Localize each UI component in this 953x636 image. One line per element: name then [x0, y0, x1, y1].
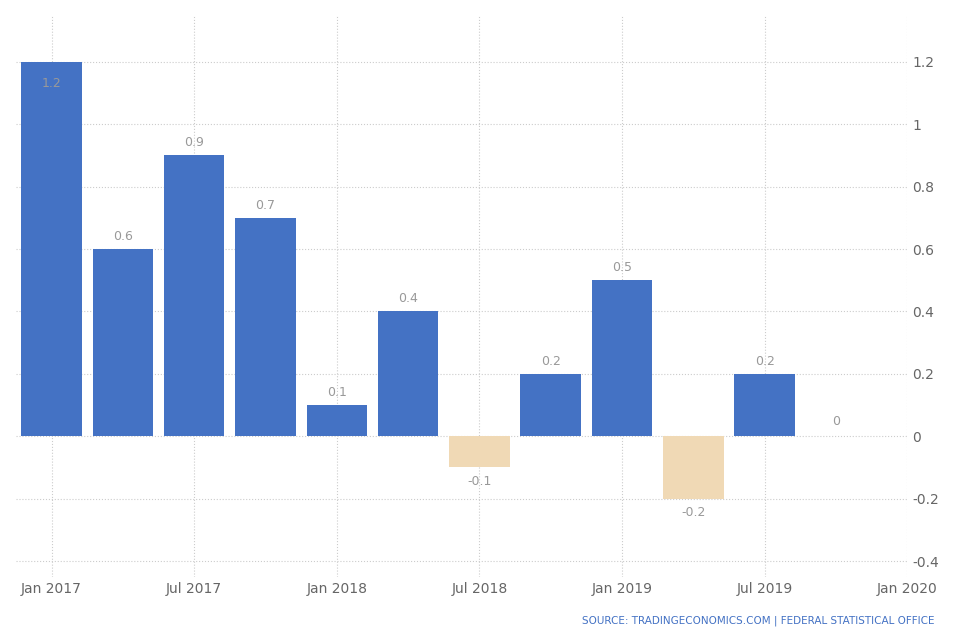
Text: 0.1: 0.1 — [327, 386, 346, 399]
Text: 1.2: 1.2 — [42, 78, 61, 90]
Text: SOURCE: TRADINGECONOMICS.COM | FEDERAL STATISTICAL OFFICE: SOURCE: TRADINGECONOMICS.COM | FEDERAL S… — [582, 616, 934, 626]
Bar — [377, 312, 438, 436]
Text: 0.7: 0.7 — [255, 198, 275, 212]
Bar — [235, 218, 295, 436]
Text: 0.2: 0.2 — [754, 355, 774, 368]
Text: 0.5: 0.5 — [612, 261, 632, 274]
Text: 0: 0 — [831, 415, 840, 429]
Text: -0.1: -0.1 — [467, 475, 491, 488]
Text: 0.9: 0.9 — [184, 136, 204, 149]
Bar — [449, 436, 509, 467]
Bar — [306, 405, 367, 436]
Bar — [520, 374, 580, 436]
Bar — [164, 155, 224, 436]
Text: 0.6: 0.6 — [112, 230, 132, 243]
Text: 0.4: 0.4 — [397, 292, 417, 305]
Bar — [662, 436, 723, 499]
Bar — [21, 62, 82, 436]
Text: 0.2: 0.2 — [540, 355, 560, 368]
Text: -0.2: -0.2 — [680, 506, 705, 520]
Bar — [591, 280, 652, 436]
Bar — [92, 249, 153, 436]
Bar — [734, 374, 794, 436]
